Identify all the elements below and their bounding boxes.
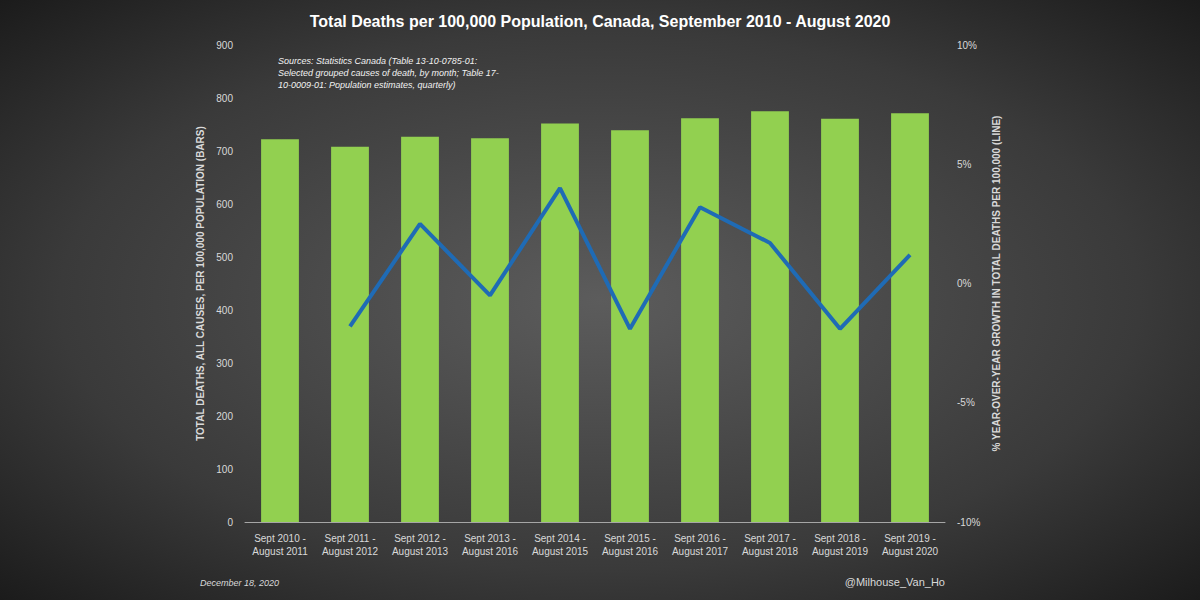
svg-text:800: 800 [216, 93, 233, 104]
svg-text:Selected grouped causes of dea: Selected grouped causes of death, by mon… [278, 68, 499, 78]
svg-text:0: 0 [227, 517, 233, 528]
svg-text:600: 600 [216, 199, 233, 210]
svg-text:Sept 2013 -: Sept 2013 - [464, 533, 516, 544]
svg-text:August 2020: August 2020 [882, 546, 939, 557]
svg-text:10%: 10% [957, 40, 977, 51]
svg-text:August 2017: August 2017 [672, 546, 729, 557]
svg-text:5%: 5% [957, 159, 972, 170]
svg-text:% YEAR-OVER-YEAR GROWTH IN TOT: % YEAR-OVER-YEAR GROWTH IN TOTAL DEATHS … [991, 116, 1002, 452]
svg-text:August 2018: August 2018 [742, 546, 799, 557]
svg-text:August 2016: August 2016 [602, 546, 659, 557]
svg-text:Sept 2014 -: Sept 2014 - [534, 533, 586, 544]
svg-text:400: 400 [216, 305, 233, 316]
svg-text:100: 100 [216, 464, 233, 475]
svg-text:August 2019: August 2019 [812, 546, 869, 557]
svg-text:500: 500 [216, 252, 233, 263]
svg-text:Sept 2012 -: Sept 2012 - [394, 533, 446, 544]
svg-text:December 18, 2020: December 18, 2020 [200, 578, 279, 588]
svg-text:300: 300 [216, 358, 233, 369]
svg-text:Sept 2017 -: Sept 2017 - [744, 533, 796, 544]
svg-text:0%: 0% [957, 278, 972, 289]
svg-text:August 2015: August 2015 [532, 546, 589, 557]
svg-text:August 2012: August 2012 [322, 546, 379, 557]
svg-text:10-0009-01: Population estimat: 10-0009-01: Population estimates, quarte… [278, 80, 456, 90]
svg-text:-10%: -10% [957, 517, 980, 528]
svg-text:Total Deaths per 100,000 Popul: Total Deaths per 100,000 Population, Can… [310, 13, 891, 30]
svg-text:Sept 2018 -: Sept 2018 - [814, 533, 866, 544]
svg-text:@Milhouse_Van_Ho: @Milhouse_Van_Ho [845, 576, 945, 588]
svg-text:Sept 2010 -: Sept 2010 - [254, 533, 306, 544]
svg-text:Sept 2016 -: Sept 2016 - [674, 533, 726, 544]
svg-text:700: 700 [216, 146, 233, 157]
svg-text:900: 900 [216, 40, 233, 51]
svg-text:TOTAL DEATHS, ALL CAUSES, PER: TOTAL DEATHS, ALL CAUSES, PER 100,000 PO… [195, 126, 206, 441]
svg-text:August 2016: August 2016 [462, 546, 519, 557]
svg-text:Sources: Statistics Canada (Ta: Sources: Statistics Canada (Table 13-10-… [278, 56, 478, 66]
svg-text:-5%: -5% [957, 397, 975, 408]
svg-text:Sept 2011 -: Sept 2011 - [325, 533, 376, 544]
svg-text:August 2013: August 2013 [392, 546, 449, 557]
svg-text:Sept 2015 -: Sept 2015 - [604, 533, 656, 544]
svg-text:August 2011: August 2011 [252, 546, 308, 557]
svg-text:200: 200 [216, 411, 233, 422]
svg-text:Sept 2019 -: Sept 2019 - [884, 533, 936, 544]
